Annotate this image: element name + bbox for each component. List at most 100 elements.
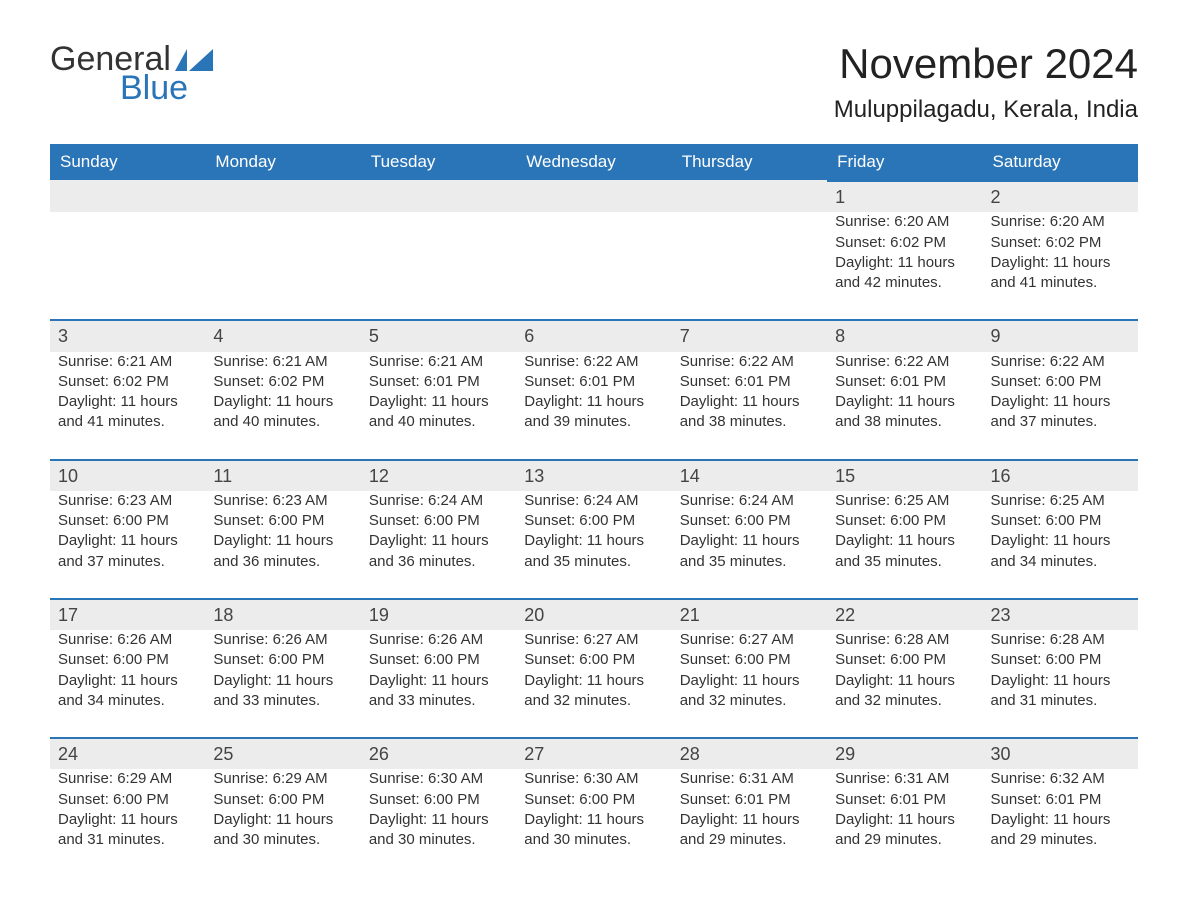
- daylight-line: Daylight: 11 hours and 34 minutes.: [58, 671, 197, 712]
- day-detail-row: Sunrise: 6:26 AMSunset: 6:00 PMDaylight:…: [50, 630, 1138, 738]
- day-number-cell: [516, 181, 671, 212]
- day-header-row: SundayMondayTuesdayWednesdayThursdayFrid…: [50, 144, 1138, 181]
- day-detail-cell: [516, 212, 671, 320]
- day-number-cell: 15: [827, 460, 982, 491]
- day-detail-cell: Sunrise: 6:20 AMSunset: 6:02 PMDaylight:…: [983, 212, 1138, 320]
- daylight-line: Daylight: 11 hours and 29 minutes.: [835, 810, 974, 851]
- sunrise-line: Sunrise: 6:29 AM: [58, 769, 197, 789]
- sunset-line: Sunset: 6:00 PM: [369, 790, 508, 810]
- sunset-line: Sunset: 6:01 PM: [835, 790, 974, 810]
- day-number-row: 24252627282930: [50, 738, 1138, 769]
- day-number-row: 3456789: [50, 320, 1138, 351]
- sunset-line: Sunset: 6:00 PM: [369, 650, 508, 670]
- day-header: Friday: [827, 144, 982, 181]
- sunset-line: Sunset: 6:00 PM: [58, 511, 197, 531]
- sunrise-line: Sunrise: 6:31 AM: [680, 769, 819, 789]
- month-title: November 2024: [834, 40, 1138, 88]
- day-number-cell: 3: [50, 320, 205, 351]
- sunrise-line: Sunrise: 6:30 AM: [524, 769, 663, 789]
- logo: General Blue: [50, 40, 213, 108]
- sunset-line: Sunset: 6:00 PM: [835, 511, 974, 531]
- sunset-line: Sunset: 6:00 PM: [213, 650, 352, 670]
- calendar-body: 12 Sunrise: 6:20 AMSunset: 6:02 PMDaylig…: [50, 181, 1138, 876]
- day-number-cell: 26: [361, 738, 516, 769]
- day-detail-cell: Sunrise: 6:22 AMSunset: 6:01 PMDaylight:…: [827, 352, 982, 460]
- daylight-line: Daylight: 11 hours and 39 minutes.: [524, 392, 663, 433]
- sunrise-line: Sunrise: 6:29 AM: [213, 769, 352, 789]
- day-detail-cell: Sunrise: 6:20 AMSunset: 6:02 PMDaylight:…: [827, 212, 982, 320]
- daylight-line: Daylight: 11 hours and 35 minutes.: [835, 531, 974, 572]
- sunrise-line: Sunrise: 6:23 AM: [213, 491, 352, 511]
- day-number-cell: 6: [516, 320, 671, 351]
- daylight-line: Daylight: 11 hours and 33 minutes.: [213, 671, 352, 712]
- day-detail-cell: Sunrise: 6:26 AMSunset: 6:00 PMDaylight:…: [50, 630, 205, 738]
- day-number-cell: 4: [205, 320, 360, 351]
- day-detail-cell: Sunrise: 6:30 AMSunset: 6:00 PMDaylight:…: [361, 769, 516, 876]
- day-detail-cell: Sunrise: 6:21 AMSunset: 6:02 PMDaylight:…: [50, 352, 205, 460]
- day-number-cell: 2: [983, 181, 1138, 212]
- calendar-thead: SundayMondayTuesdayWednesdayThursdayFrid…: [50, 144, 1138, 181]
- day-number-cell: 9: [983, 320, 1138, 351]
- day-detail-cell: Sunrise: 6:22 AMSunset: 6:01 PMDaylight:…: [516, 352, 671, 460]
- sunset-line: Sunset: 6:02 PM: [991, 233, 1130, 253]
- sunset-line: Sunset: 6:01 PM: [369, 372, 508, 392]
- day-detail-row: Sunrise: 6:23 AMSunset: 6:00 PMDaylight:…: [50, 491, 1138, 599]
- day-detail-row: Sunrise: 6:29 AMSunset: 6:00 PMDaylight:…: [50, 769, 1138, 876]
- daylight-line: Daylight: 11 hours and 42 minutes.: [835, 253, 974, 294]
- sunrise-line: Sunrise: 6:20 AM: [991, 212, 1130, 232]
- sunrise-line: Sunrise: 6:21 AM: [369, 352, 508, 372]
- day-detail-cell: [205, 212, 360, 320]
- day-header: Monday: [205, 144, 360, 181]
- day-number-cell: 22: [827, 599, 982, 630]
- day-detail-cell: Sunrise: 6:22 AMSunset: 6:01 PMDaylight:…: [672, 352, 827, 460]
- sunset-line: Sunset: 6:01 PM: [680, 372, 819, 392]
- day-number-cell: 23: [983, 599, 1138, 630]
- daylight-line: Daylight: 11 hours and 31 minutes.: [991, 671, 1130, 712]
- day-detail-cell: Sunrise: 6:25 AMSunset: 6:00 PMDaylight:…: [983, 491, 1138, 599]
- location-subtitle: Muluppilagadu, Kerala, India: [834, 96, 1138, 124]
- sunrise-line: Sunrise: 6:20 AM: [835, 212, 974, 232]
- sunset-line: Sunset: 6:00 PM: [835, 650, 974, 670]
- sunset-line: Sunset: 6:00 PM: [213, 511, 352, 531]
- sunset-line: Sunset: 6:00 PM: [680, 650, 819, 670]
- sunrise-line: Sunrise: 6:26 AM: [58, 630, 197, 650]
- daylight-line: Daylight: 11 hours and 32 minutes.: [835, 671, 974, 712]
- daylight-line: Daylight: 11 hours and 30 minutes.: [213, 810, 352, 851]
- daylight-line: Daylight: 11 hours and 29 minutes.: [680, 810, 819, 851]
- day-number-cell: 10: [50, 460, 205, 491]
- day-detail-cell: Sunrise: 6:26 AMSunset: 6:00 PMDaylight:…: [205, 630, 360, 738]
- sunrise-line: Sunrise: 6:22 AM: [991, 352, 1130, 372]
- day-detail-row: Sunrise: 6:20 AMSunset: 6:02 PMDaylight:…: [50, 212, 1138, 320]
- sunset-line: Sunset: 6:02 PM: [835, 233, 974, 253]
- day-detail-cell: Sunrise: 6:28 AMSunset: 6:00 PMDaylight:…: [983, 630, 1138, 738]
- day-detail-cell: Sunrise: 6:24 AMSunset: 6:00 PMDaylight:…: [361, 491, 516, 599]
- day-header: Wednesday: [516, 144, 671, 181]
- sunrise-line: Sunrise: 6:25 AM: [991, 491, 1130, 511]
- day-detail-cell: Sunrise: 6:21 AMSunset: 6:02 PMDaylight:…: [205, 352, 360, 460]
- day-number-cell: 18: [205, 599, 360, 630]
- calendar-table: SundayMondayTuesdayWednesdayThursdayFrid…: [50, 144, 1138, 876]
- daylight-line: Daylight: 11 hours and 33 minutes.: [369, 671, 508, 712]
- sunrise-line: Sunrise: 6:31 AM: [835, 769, 974, 789]
- day-number-cell: 7: [672, 320, 827, 351]
- day-detail-cell: Sunrise: 6:26 AMSunset: 6:00 PMDaylight:…: [361, 630, 516, 738]
- daylight-line: Daylight: 11 hours and 38 minutes.: [680, 392, 819, 433]
- day-header: Saturday: [983, 144, 1138, 181]
- title-block: November 2024 Muluppilagadu, Kerala, Ind…: [834, 40, 1138, 124]
- day-number-cell: 1: [827, 181, 982, 212]
- day-detail-cell: Sunrise: 6:23 AMSunset: 6:00 PMDaylight:…: [50, 491, 205, 599]
- day-number-cell: 21: [672, 599, 827, 630]
- sunset-line: Sunset: 6:00 PM: [58, 790, 197, 810]
- daylight-line: Daylight: 11 hours and 34 minutes.: [991, 531, 1130, 572]
- page-header: General Blue November 2024 Muluppilagadu…: [50, 40, 1138, 124]
- sunrise-line: Sunrise: 6:24 AM: [680, 491, 819, 511]
- sunset-line: Sunset: 6:00 PM: [991, 650, 1130, 670]
- daylight-line: Daylight: 11 hours and 32 minutes.: [680, 671, 819, 712]
- sunrise-line: Sunrise: 6:22 AM: [835, 352, 974, 372]
- sunrise-line: Sunrise: 6:26 AM: [369, 630, 508, 650]
- daylight-line: Daylight: 11 hours and 40 minutes.: [369, 392, 508, 433]
- sunset-line: Sunset: 6:00 PM: [58, 650, 197, 670]
- sunrise-line: Sunrise: 6:28 AM: [991, 630, 1130, 650]
- sunset-line: Sunset: 6:00 PM: [524, 650, 663, 670]
- sunset-line: Sunset: 6:01 PM: [835, 372, 974, 392]
